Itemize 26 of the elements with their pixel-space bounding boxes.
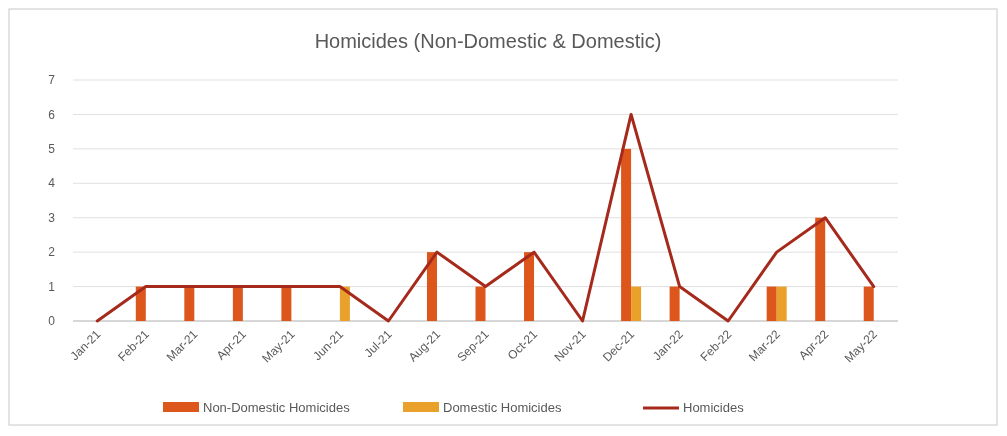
legend-label: Domestic Homicides [443,400,562,415]
line-series [95,112,876,323]
bar [815,217,826,321]
y-tick-label: 6 [48,107,56,122]
y-tick-label: 1 [48,279,56,294]
bar [426,252,437,321]
bar [184,286,195,321]
bar [621,148,632,321]
bar [524,252,535,321]
bar [232,286,243,321]
bar [475,286,486,321]
y-tick-label: 4 [48,176,56,191]
y-tick-label: 0 [48,314,56,329]
bar [776,286,787,321]
bar [766,286,777,321]
bar [631,286,642,321]
bar [669,286,680,321]
bar [863,286,874,321]
legend-label: Non-Domestic Homicides [203,400,351,415]
legend-label: Homicides [683,400,745,415]
y-tick-label: 2 [48,245,56,260]
y-tick-label: 7 [48,73,56,88]
chart-title: Homicides (Non-Domestic & Domestic) [314,30,662,52]
bar [281,286,292,321]
y-tick-label: 3 [48,210,56,225]
y-tick-label: 5 [48,142,56,157]
